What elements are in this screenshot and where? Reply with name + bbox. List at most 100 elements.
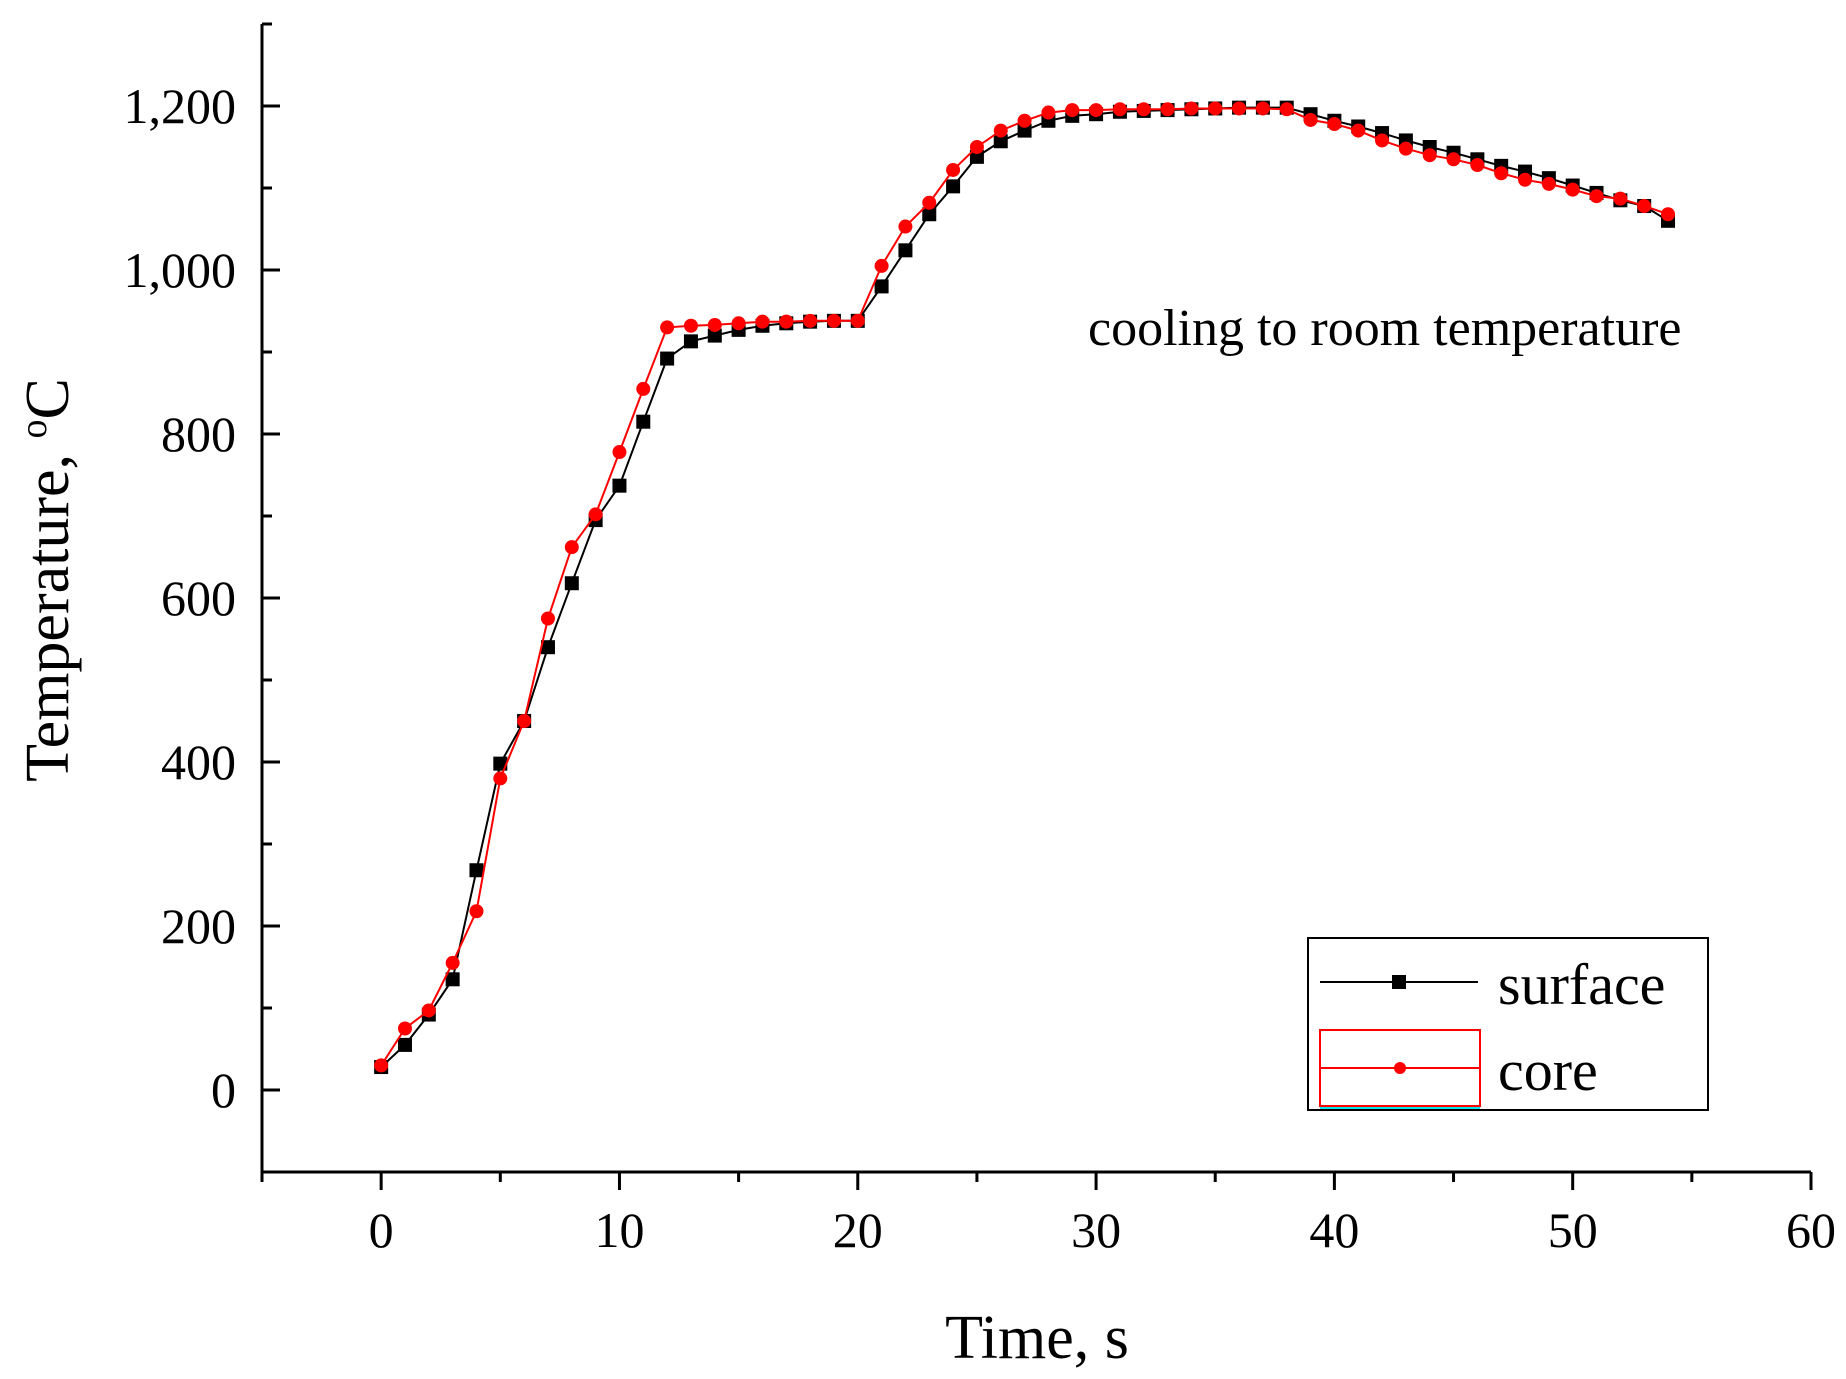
core-point [612,445,627,460]
core-point [1518,172,1533,187]
core-point [1065,103,1080,118]
core-point [1375,133,1390,148]
y-tick-label: 1,000 [124,242,237,298]
core-point [1208,101,1223,116]
series-layer [374,100,1676,1075]
core-point [993,123,1008,138]
y-tick-label: 400 [161,734,236,790]
x-tick-label: 60 [1786,1202,1836,1258]
y-axis-title-main: Temperature, [14,438,82,781]
core-point [850,313,865,328]
surface-point [874,279,889,294]
core-point [874,258,889,273]
core-point [1470,158,1485,173]
core-point [1446,152,1461,167]
core-point [397,1021,412,1036]
x-axis-ticks: 0 10 20 30 40 50 60 [260,1172,1836,1258]
surface-point [564,576,579,591]
x-tick-label: 30 [1071,1202,1121,1258]
core-point [1255,101,1270,116]
core-point [1184,101,1199,116]
x-tick-label: 20 [833,1202,883,1258]
surface-point [636,414,651,429]
core-point [1661,207,1676,222]
core-point [1422,148,1437,163]
y-axis-title: Temperature, oC [13,378,82,782]
core-point [922,195,937,210]
core-point [755,314,770,329]
core-point [898,219,913,234]
core-point [1327,117,1342,132]
core-point [1637,199,1652,214]
y-tick-label: 200 [161,898,236,954]
legend-core-marker [1394,1062,1406,1074]
y-tick-label: 0 [211,1062,236,1118]
core-point [1613,191,1628,206]
surface-point [969,149,984,164]
legend-surface-label: surface [1498,952,1665,1017]
core-point [1279,102,1294,117]
core-point [1589,189,1604,204]
surface-point [397,1037,412,1052]
core-point [421,1003,436,1018]
core-point [1041,105,1056,120]
surface-point [946,179,961,194]
core-point [564,540,579,555]
legend: surface core [1307,937,1709,1111]
x-axis-title: Time, s [945,1304,1129,1372]
y-tick-label: 600 [161,570,236,626]
core-point [1112,102,1127,117]
surface-point [612,478,627,493]
series-surface [374,100,1676,1075]
core-point [660,320,675,335]
core-point [588,507,603,522]
core-point [445,955,460,970]
core-point [1398,141,1413,156]
legend-surface-marker [1392,975,1406,989]
surface-point [660,351,675,366]
x-tick-label: 50 [1548,1202,1598,1258]
y-tick-label: 1,200 [124,78,237,134]
surface-point [922,207,937,222]
surface-point [1017,123,1032,138]
surface-point [445,972,460,987]
y-axis-title-degree: o [13,419,55,438]
core-point [493,771,508,786]
core-point [1136,102,1151,117]
core-point [540,611,555,626]
core-point [1232,101,1247,116]
core-point [683,318,698,333]
surface-point [540,640,555,655]
core-point [946,162,961,177]
core-point [1541,176,1556,191]
surface-point [683,334,698,349]
x-tick-label: 40 [1309,1202,1359,1258]
core-point [1160,102,1175,117]
core-point [779,314,794,329]
core-point [636,381,651,396]
core-point [374,1058,389,1073]
surface-point [493,756,508,771]
y-tick-label: 800 [161,406,236,462]
x-tick-label: 10 [594,1202,644,1258]
y-axis-title-unit: C [14,378,82,419]
core-point [826,313,841,328]
core-point [803,313,818,328]
core-point [731,316,746,331]
core-point [1494,166,1509,181]
series-core [374,101,1676,1073]
core-point [1089,103,1104,118]
core-point [969,140,984,154]
core-point [1017,113,1032,128]
core-point [517,714,532,728]
core-point [1565,182,1580,197]
y-axis-ticks: 0 200 400 600 800 1,000 1,200 [124,22,280,1174]
core-point [707,317,722,332]
x-tick-label: 0 [369,1202,394,1258]
core-point [1303,112,1318,127]
surface-point [898,243,913,258]
surface-point [469,863,484,878]
core-point [1351,123,1366,138]
legend-core-label: core [1498,1038,1598,1103]
